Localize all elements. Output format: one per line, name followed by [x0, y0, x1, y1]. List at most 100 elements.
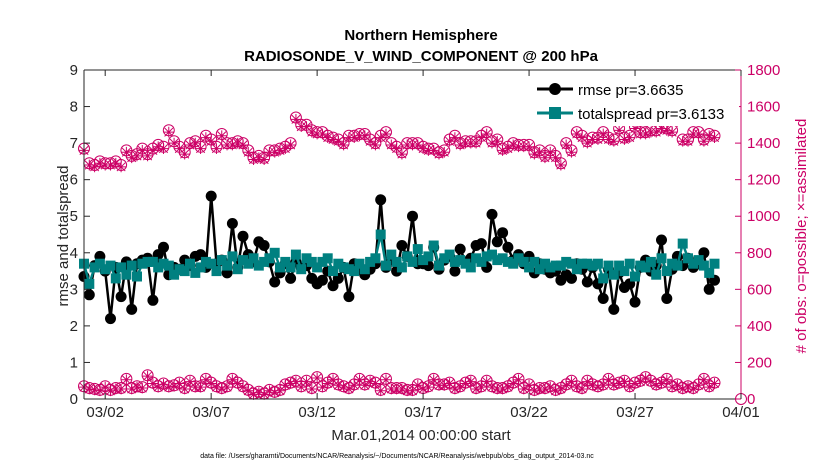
- totalspread-point: [89, 262, 100, 273]
- totalspread-point: [280, 256, 291, 267]
- y-left-tick-label: 4: [70, 245, 78, 262]
- obs_assimilated-point: [528, 148, 540, 160]
- rmse-point: [608, 303, 620, 315]
- totalspread-point: [561, 256, 572, 267]
- totalspread-point: [232, 264, 243, 275]
- obs_assimilated_low-point: [364, 376, 376, 388]
- rmse-point: [375, 194, 387, 206]
- obs_assimilated_low-point: [624, 381, 636, 393]
- totalspread-point: [269, 247, 280, 258]
- totalspread-point: [455, 255, 466, 266]
- rmse-point: [502, 241, 514, 253]
- obs_assimilated_low-point: [311, 372, 323, 384]
- obs_assimilated-point: [158, 143, 169, 154]
- legend-totalspread-marker: [549, 107, 561, 119]
- obs_assimilated-point: [306, 126, 318, 138]
- rmse-point: [566, 272, 577, 284]
- totalspread-point: [100, 264, 111, 275]
- obs_assimilated-point: [534, 146, 546, 158]
- obs_assimilated_low-point: [152, 381, 164, 393]
- obs_assimilated_low-point: [465, 376, 477, 388]
- obs_assimilated_low-point: [560, 379, 572, 391]
- obs_assimilated-point: [698, 135, 710, 147]
- obs_assimilated-point: [120, 146, 132, 158]
- obs_assimilated-point: [391, 143, 403, 154]
- obs_assimilated_low-point: [248, 389, 259, 400]
- totalspread-point: [667, 258, 678, 269]
- obs_assimilated_low-point: [523, 379, 535, 391]
- rmse-point: [226, 218, 238, 229]
- rmse-point: [147, 294, 159, 306]
- totalspread-point: [508, 258, 519, 269]
- rmse-point: [703, 283, 715, 295]
- y-axis-right-label: # of obs: o=possible; ×=assimilated: [793, 119, 810, 354]
- y-axis-left-label: rmse and totalspread: [55, 166, 72, 307]
- obs_assimilated-point: [348, 132, 360, 144]
- totalspread-point: [338, 262, 349, 273]
- obs_assimilated_low-point: [449, 383, 461, 395]
- totalspread-point: [195, 262, 206, 273]
- totalspread-point: [402, 251, 413, 262]
- obs_assimilated_low-point: [380, 374, 392, 386]
- y-left-tick-label: 8: [70, 99, 78, 116]
- obs_assimilated_low-point: [269, 387, 281, 399]
- obs_assimilated-point: [486, 137, 498, 149]
- x-tick-label: 04/01: [722, 404, 760, 421]
- y-right-tick-label: 600: [747, 281, 772, 298]
- obs_assimilated-point: [709, 132, 720, 144]
- obs_assimilated_low-point: [687, 383, 699, 395]
- obs_assimilated_low-point: [83, 383, 95, 395]
- obs_assimilated_low-point: [656, 378, 667, 389]
- totalspread-point: [290, 249, 301, 260]
- obs_assimilated-point: [581, 137, 593, 149]
- rmse-point: [115, 291, 127, 303]
- totalspread-point: [428, 240, 439, 251]
- obs_assimilated-point: [232, 137, 244, 149]
- totalspread-point: [359, 264, 370, 275]
- legend-rmse-label: rmse pr=3.6635: [578, 82, 683, 99]
- obs_assimilated-point: [136, 145, 148, 156]
- obs_assimilated_low-point: [703, 381, 715, 393]
- totalspread-point: [105, 260, 116, 271]
- obs_assimilated_low-point: [332, 379, 344, 391]
- obs_assimilated-point: [566, 146, 577, 158]
- obs_assimilated_low-point: [126, 383, 138, 395]
- totalspread-point: [645, 256, 656, 267]
- obs_assimilated-point: [279, 143, 291, 154]
- obs_assimilated-point: [248, 154, 259, 165]
- obs_assimilated-point: [656, 123, 667, 134]
- obs_assimilated_low-point: [136, 382, 148, 394]
- totalspread-point: [253, 260, 264, 271]
- totalspread-point: [656, 253, 667, 264]
- y-left-tick-label: 9: [70, 62, 78, 79]
- rmse-point: [316, 274, 328, 286]
- obs_assimilated_low-point: [497, 383, 508, 395]
- totalspread-point: [566, 258, 577, 269]
- obs_assimilated-point: [523, 141, 535, 153]
- y-left-tick-label: 6: [70, 172, 78, 189]
- rmse-point: [497, 227, 509, 239]
- totalspread-point: [434, 260, 444, 271]
- obs_assimilated_low-point: [672, 379, 683, 391]
- totalspread-point: [126, 260, 137, 271]
- obs_assimilated_low-point: [205, 378, 217, 389]
- totalspread-point: [132, 271, 142, 282]
- obs_assimilated-point: [475, 132, 487, 144]
- x-tick-label: 03/02: [86, 404, 124, 421]
- totalspread-point: [386, 249, 397, 260]
- obs_assimilated_low-point: [242, 385, 254, 397]
- obs_assimilated-point: [242, 146, 254, 158]
- totalspread-point: [603, 260, 614, 271]
- totalspread-point: [619, 266, 630, 277]
- obs_assimilated_low-point: [396, 383, 408, 395]
- rmse-point: [126, 303, 138, 315]
- obs_assimilated-point: [619, 134, 630, 145]
- totalspread-point: [555, 260, 566, 271]
- totalspread-point: [624, 258, 635, 269]
- obs_assimilated_low-point: [285, 378, 297, 389]
- totalspread-point: [651, 269, 662, 280]
- obs_assimilated_low-point: [428, 374, 440, 386]
- totalspread-point: [322, 253, 333, 264]
- totalspread-point: [412, 244, 423, 255]
